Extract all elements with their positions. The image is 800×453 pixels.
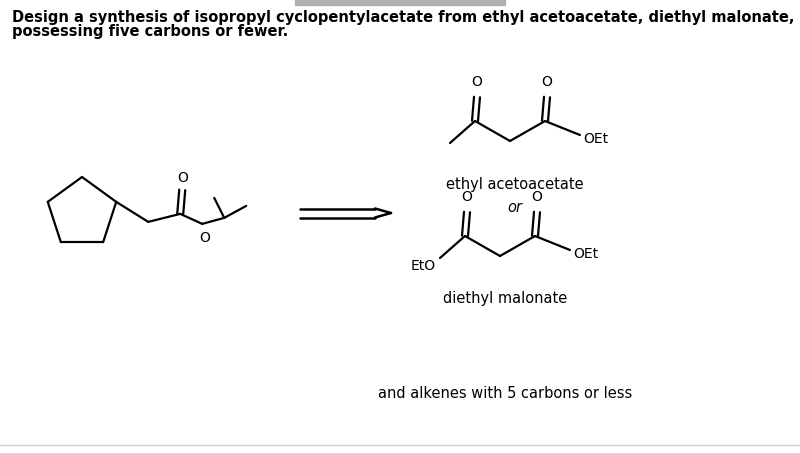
Text: O: O — [177, 171, 188, 185]
Text: O: O — [199, 231, 210, 245]
Bar — [295, 0, 505, 5]
Text: O: O — [531, 190, 542, 204]
Text: diethyl malonate: diethyl malonate — [443, 290, 567, 305]
Text: OEt: OEt — [583, 132, 608, 146]
Text: O: O — [462, 190, 473, 204]
Text: EtO: EtO — [411, 259, 436, 273]
Text: and alkenes with 5 carbons or less: and alkenes with 5 carbons or less — [378, 386, 632, 400]
Text: Design a synthesis of isopropyl cyclopentylacetate from ethyl acetoacetate, diet: Design a synthesis of isopropyl cyclopen… — [12, 10, 800, 25]
Text: OEt: OEt — [573, 247, 598, 261]
Text: O: O — [471, 75, 482, 89]
Text: ethyl acetoacetate: ethyl acetoacetate — [446, 178, 584, 193]
Text: possessing five carbons or fewer.: possessing five carbons or fewer. — [12, 24, 288, 39]
Text: O: O — [542, 75, 553, 89]
Text: or: or — [507, 201, 522, 216]
